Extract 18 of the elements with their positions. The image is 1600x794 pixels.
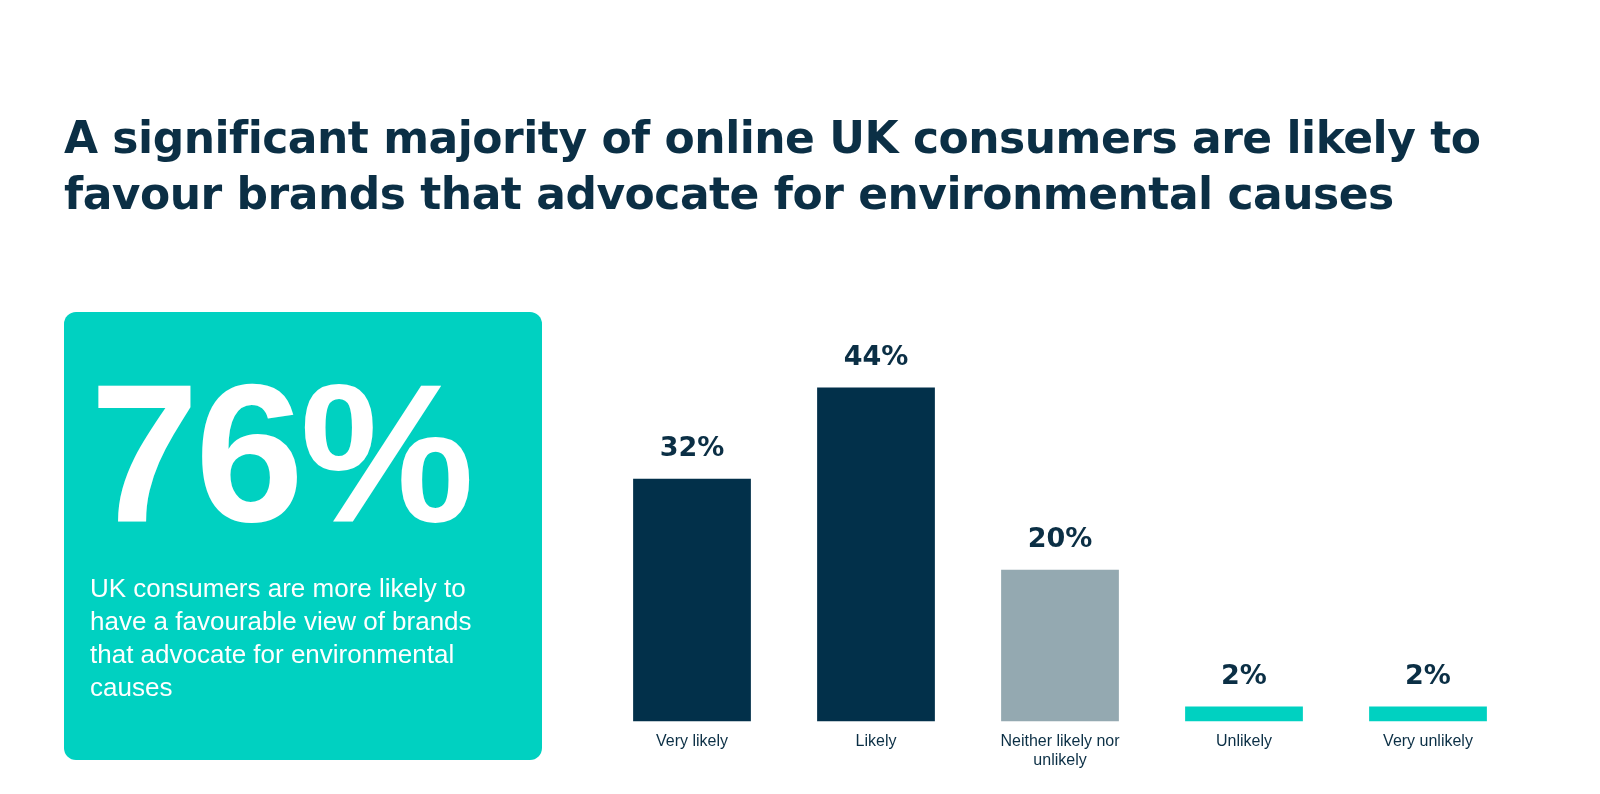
chart-title: A significant majority of online UK consumers are likely to favour brands that advocate for environmental causes [64,111,1482,221]
bar [1369,706,1487,722]
text: UK consumers are more likely to have a favourable view of brands that advocate for environmental causes [90,572,473,704]
x-tick-label: Neither likely nor unlikely [1000,731,1121,768]
bar [1001,569,1119,722]
x-tick-label: Unlikely [1215,731,1273,749]
x-tick-label: Very likely [655,731,729,749]
data-label: 2% [1405,658,1451,690]
data-label: 20% [1027,522,1093,554]
x-tick-label: Likely [855,731,897,749]
bar [817,387,935,722]
text: 76% [90,344,472,563]
data-label: 44% [843,340,909,372]
x-tick-label: Very unlikely [1383,731,1473,749]
bar [1185,706,1303,722]
data-label: 32% [659,431,725,463]
bar [633,478,751,722]
data-label: 2% [1221,658,1267,690]
